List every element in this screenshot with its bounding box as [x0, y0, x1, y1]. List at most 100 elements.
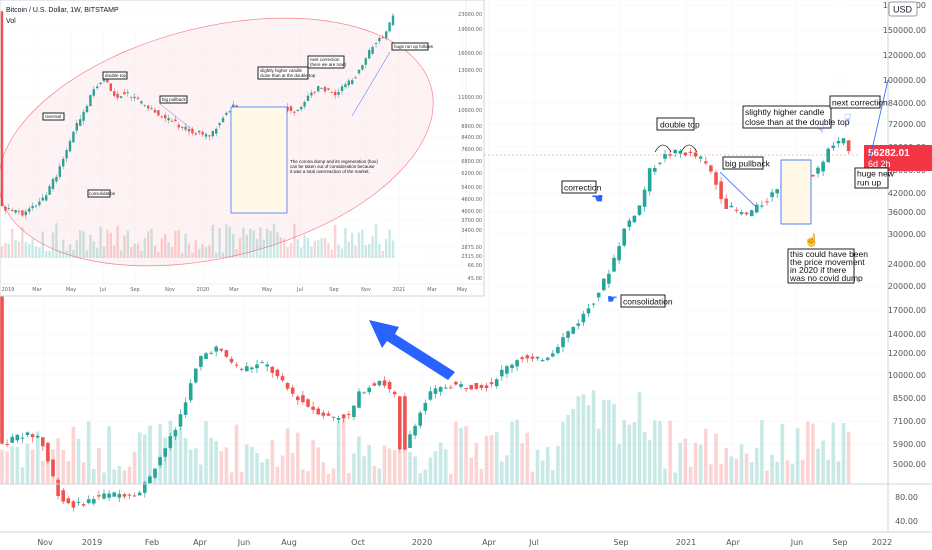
candle-body — [413, 425, 417, 436]
volume-bar — [561, 421, 565, 484]
candle-body — [56, 479, 60, 497]
candle-body — [423, 403, 428, 411]
annotation-double-top: double top — [654, 117, 700, 153]
inset-candle-body — [75, 123, 78, 131]
inset-price-tick: 66.00 — [468, 263, 482, 269]
candle-body — [316, 408, 320, 415]
svg-text:close than at the double top: close than at the double top — [260, 73, 316, 78]
inset-time-axis: 2019 Mar May Jul Sep Nov 2020 Mar May Jul Sep Nov 20… — [0, 283, 484, 293]
candle-body — [97, 495, 101, 497]
inset-volume-bar — [211, 224, 214, 258]
inset-candle-body — [153, 109, 157, 113]
inset-volume-bar — [300, 247, 303, 258]
candle-body — [367, 387, 371, 393]
inset-candle-body — [317, 86, 320, 92]
inset-candle-body — [296, 109, 299, 111]
inset-price-axis: 23000.00 19000.00 16000.00 13000.00 11000.00… — [458, 0, 482, 282]
volume-bar — [464, 426, 468, 484]
candle-body — [525, 355, 530, 359]
inset-candle-body — [204, 134, 208, 137]
inset-price-tick: 5400.00 — [461, 185, 482, 191]
time-tick: 2019 — [82, 538, 102, 547]
inset-volume-bar — [347, 241, 350, 258]
hand-pointer-icon: ☟ — [817, 122, 824, 136]
svg-text:(here we are now): (here we are now) — [310, 62, 347, 67]
annotation-next-correction: next correction ☟ — [829, 95, 888, 126]
svg-text:huge run up follows: huge run up follows — [394, 44, 434, 49]
volume-bar — [107, 426, 111, 484]
volume-bar — [35, 431, 40, 484]
volume-bar — [0, 449, 4, 484]
candle-body — [306, 399, 310, 407]
inset-candle-body — [79, 119, 82, 126]
time-axis[interactable]: Nov 2019 Feb Apr Jun Aug Oct 2020 Apr Jul Sep 2021 A… — [0, 531, 932, 547]
candle-body — [321, 412, 326, 416]
volume-bar — [663, 468, 667, 484]
candle-body — [102, 493, 106, 499]
volume-bar — [112, 469, 116, 484]
inset-volume-bar — [21, 227, 24, 258]
inset-volume-bar — [296, 239, 299, 258]
candle-body — [153, 468, 157, 478]
inset-volume-bar — [378, 243, 381, 258]
inset-volume-bar — [113, 245, 116, 258]
volume-bar — [199, 464, 203, 484]
volume-bar — [30, 449, 35, 484]
volume-bar — [607, 399, 611, 484]
time-tick: 2021 — [676, 538, 696, 547]
inset-price-tick: 4600.00 — [461, 197, 482, 203]
candle-body — [663, 154, 667, 159]
volume-bar — [168, 420, 173, 484]
volume-bar — [433, 451, 438, 484]
inset-time-tick: May — [262, 287, 272, 293]
price-axis[interactable]: 180000.00150000.00120000.00100000.008400… — [883, 0, 926, 484]
price-tick: 7100.00 — [893, 417, 926, 426]
currency-badge[interactable]: USD — [888, 1, 918, 17]
inset-volume-bar — [160, 238, 163, 258]
inset-volume-bar — [187, 243, 191, 258]
inset-price-tick: 23000.00 — [458, 12, 482, 18]
volume-bar — [5, 451, 9, 484]
candle-body — [76, 501, 81, 503]
candle-body — [86, 499, 91, 504]
price-tick: 20000.00 — [888, 282, 926, 291]
inset-candle-body — [391, 15, 395, 26]
inset-title: Bitcoin / U.S. Dollar, 1W, BITSTAMP — [6, 7, 119, 14]
candle-body — [469, 384, 473, 390]
svg-text:the price movement: the price movement — [790, 257, 865, 267]
inset-candle-body — [289, 106, 293, 111]
inset-time-tick: Nov — [361, 287, 371, 293]
svg-text:reversal: reversal — [45, 114, 61, 119]
inset-chart: 23000.00 19000.00 16000.00 13000.00 11000.00… — [0, 0, 485, 297]
inset-candle-body — [337, 91, 340, 95]
inset-candle-body — [7, 207, 10, 209]
volume-bar — [459, 427, 463, 484]
time-tick: Jun — [790, 538, 804, 547]
volume-bar — [239, 472, 244, 484]
price-tick: 30000.00 — [888, 230, 926, 239]
candle-body — [188, 383, 193, 401]
volume-bar — [214, 441, 218, 484]
inset-candle-body — [371, 46, 374, 54]
candle-body — [0, 155, 4, 444]
inset-volume-bar — [215, 252, 218, 258]
candle-body — [836, 140, 841, 144]
svg-text:double top: double top — [105, 73, 127, 78]
candle-body — [275, 369, 280, 377]
volume-bar — [382, 445, 387, 484]
svg-text:slightly higher candle: slightly higher candle — [260, 68, 303, 73]
volume-bar — [418, 473, 422, 484]
volume-bar — [290, 452, 295, 484]
inset-candle-body — [106, 78, 109, 83]
svg-text:can be taken out of considerat: can be taken out of consideration becaus… — [290, 164, 375, 169]
volume-bar — [10, 446, 14, 484]
volume-bar — [372, 466, 377, 484]
svg-text:The corona dump and its regene: The corona dump and its regeneration (bo… — [290, 159, 378, 164]
volume-bar — [785, 460, 790, 484]
annotation-correction: correction ☚ — [561, 180, 604, 206]
candle-body — [744, 212, 749, 215]
inset-volume-bars — [0, 223, 395, 258]
inset-candle-body — [55, 176, 58, 182]
volume-bar — [341, 419, 346, 484]
volume-bar — [500, 461, 504, 484]
